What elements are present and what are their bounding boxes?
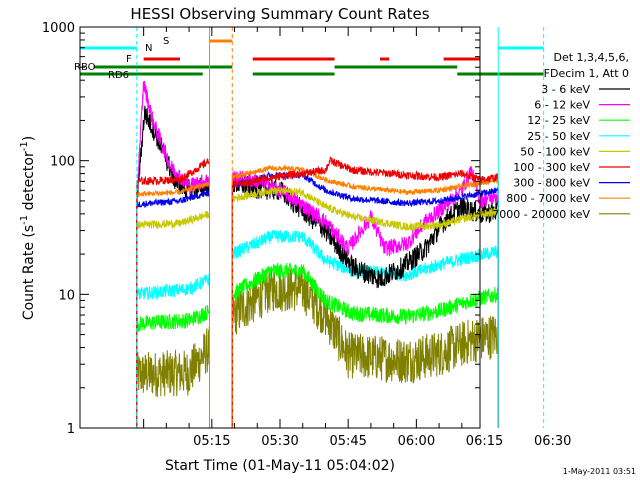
x-tick-label: 05:30 xyxy=(261,434,298,449)
legend-entry-label: 300 - 800 keV xyxy=(513,177,590,190)
series-line xyxy=(231,262,499,428)
legend-entry-label: 6 - 12 keV xyxy=(534,99,590,112)
legend-entry-label: 3 - 6 keV xyxy=(541,83,590,96)
y-tick-label: 1000 xyxy=(42,21,75,36)
flag-label-s: S xyxy=(163,36,169,47)
legend-entry-label: 7000 - 20000 keV xyxy=(492,208,590,221)
flag-label-f: F xyxy=(126,54,132,65)
series-line xyxy=(136,326,210,428)
y-tick-label: 10 xyxy=(58,288,75,303)
series-line xyxy=(136,189,210,428)
x-tick-label: 05:15 xyxy=(193,434,230,449)
legend-entry-label: 800 - 7000 keV xyxy=(506,192,590,205)
series-line xyxy=(136,273,210,428)
series-line xyxy=(231,170,499,428)
x-tick-label: 06:00 xyxy=(398,434,435,449)
x-tick-label: 06:15 xyxy=(466,434,503,449)
series-line xyxy=(231,186,499,428)
y-axis-label: Count Rate (s-1 detector-1) xyxy=(19,136,37,320)
series-line xyxy=(136,210,210,428)
legend-entry-label: 12 - 25 keV xyxy=(527,114,590,127)
legend: Det 1,3,4,5,6, FDecim 1, Att 0 3 - 6 keV… xyxy=(492,51,630,221)
series-line xyxy=(136,181,210,428)
series-line xyxy=(136,158,210,428)
x-tick-label: 05:45 xyxy=(329,434,366,449)
series-line xyxy=(136,80,210,428)
chart-title: HESSI Observing Summary Count Rates xyxy=(130,5,429,23)
series-line xyxy=(136,304,210,428)
y-tick-label: 1 xyxy=(67,422,75,437)
legend-header-line-1: Det 1,3,4,5,6, xyxy=(553,51,629,64)
legend-entry-label: 100 - 300 keV xyxy=(513,161,590,174)
series-line xyxy=(231,266,499,428)
series-line xyxy=(231,156,499,428)
legend-entry-label: 25 - 50 keV xyxy=(527,130,590,143)
x-tick-label: 06:30 xyxy=(534,434,571,449)
series-line xyxy=(231,164,499,428)
legend-header-line-2: FDecim 1, Att 0 xyxy=(544,67,629,80)
x-axis-label: Start Time (01-May-11 05:04:02) xyxy=(165,458,395,474)
timestamp: 1-May-2011 03:51 xyxy=(563,467,636,476)
flag-label-rd6: RD6 xyxy=(108,70,129,81)
series-layer xyxy=(136,80,499,428)
axes: 1 10 100 1000 05:15 05:30 05:45 06:00 06:15 06:30 xyxy=(42,21,572,449)
flag-label-n: N xyxy=(145,43,152,54)
y-tick-label: 100 xyxy=(50,155,75,170)
legend-entry-label: 50 - 100 keV xyxy=(520,145,590,158)
